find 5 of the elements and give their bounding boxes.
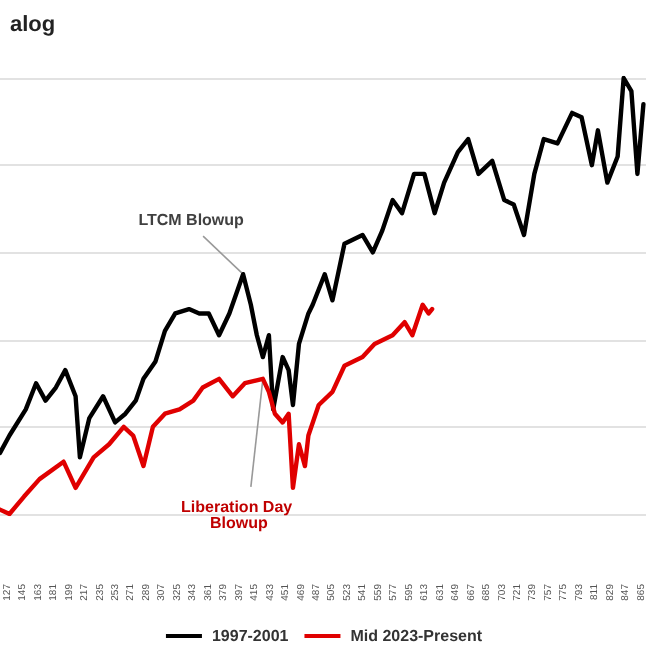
chart-title: alog bbox=[10, 13, 56, 37]
legend-label: 1997-2001 bbox=[211, 627, 290, 645]
annotation: LTCM Blowup bbox=[138, 211, 245, 230]
annotation: Liberation Day Blowup bbox=[181, 497, 297, 532]
legend-label: Mid 2023-Present bbox=[350, 627, 483, 645]
